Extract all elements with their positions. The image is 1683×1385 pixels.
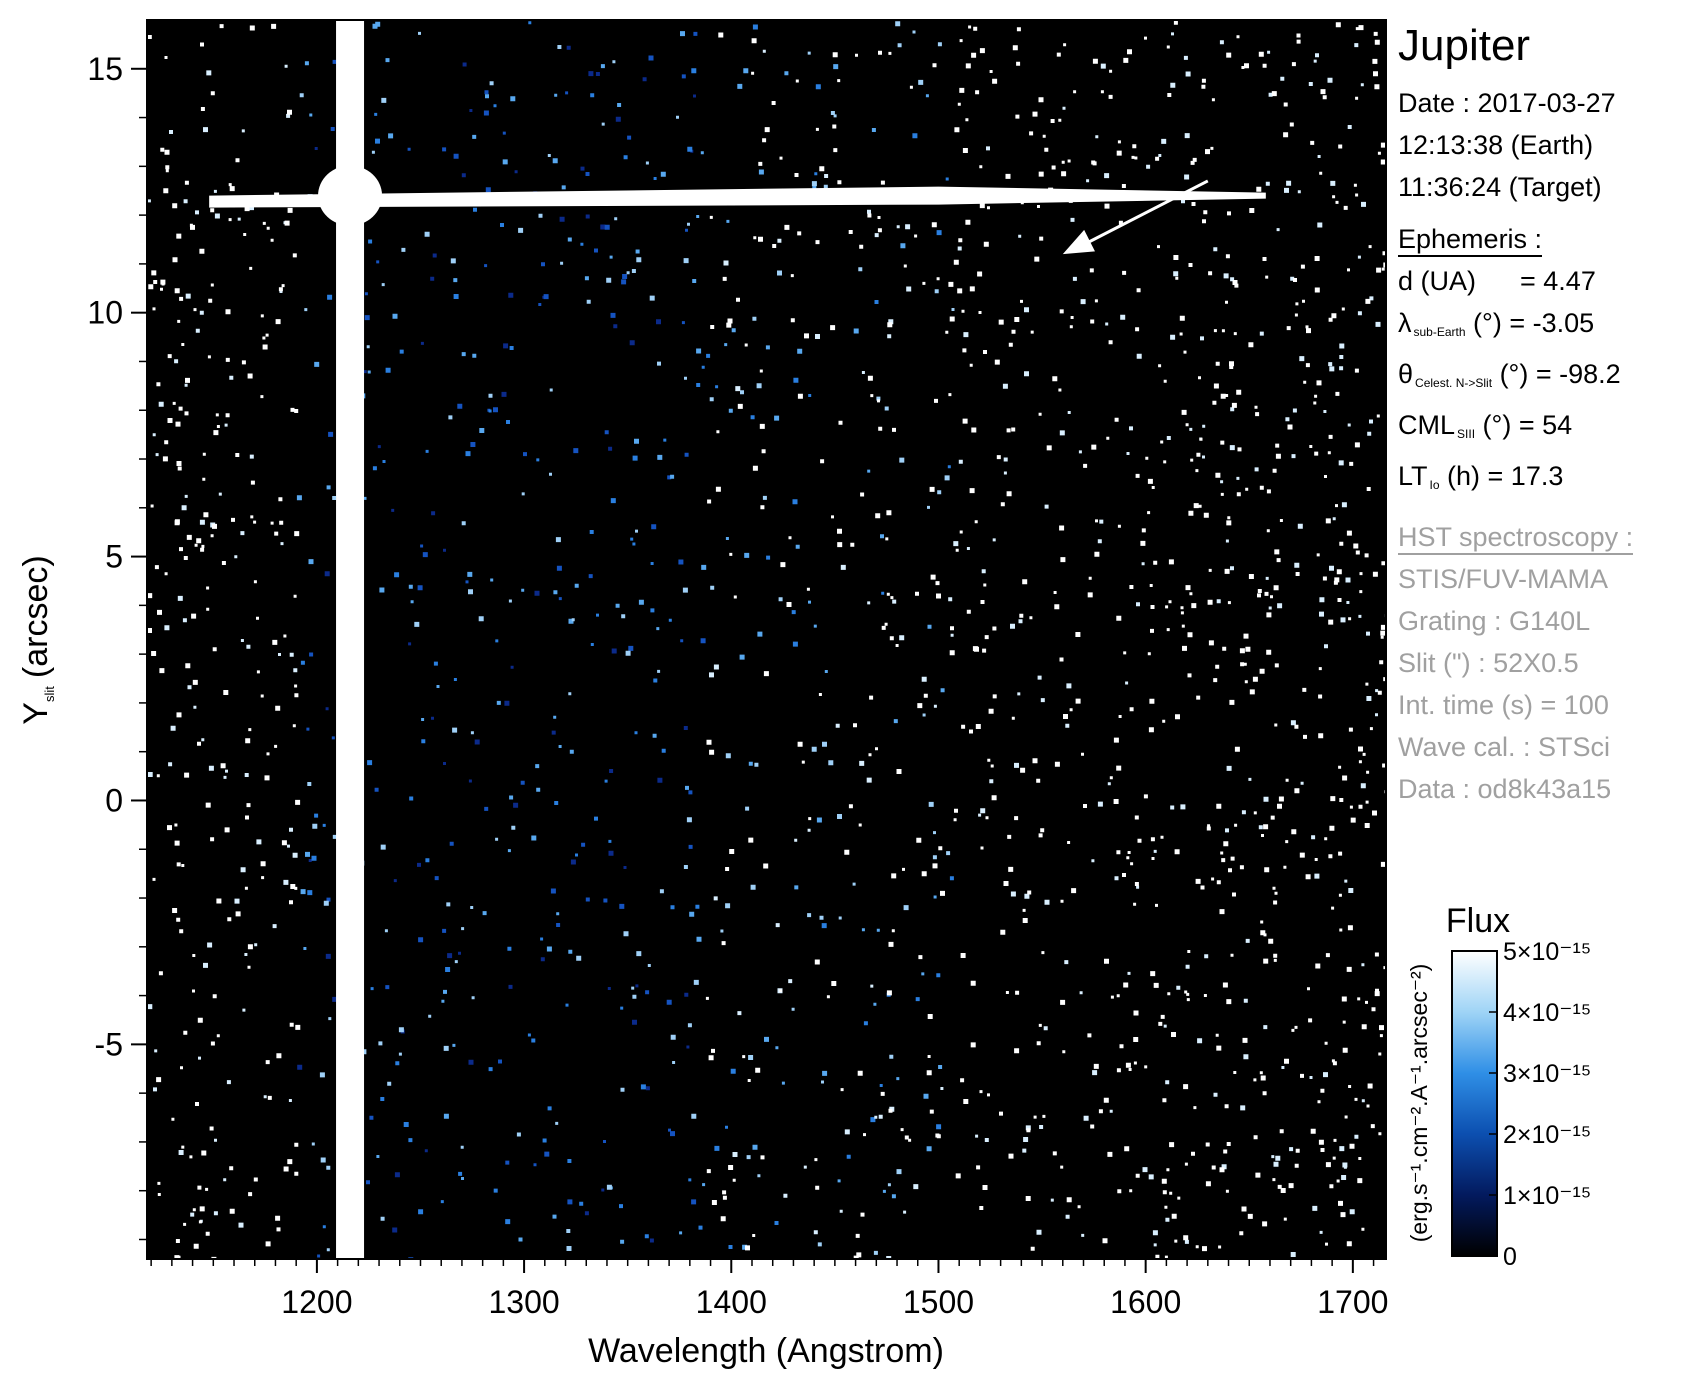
target-time: 11:36:24 (Target)	[1398, 172, 1602, 202]
y-axis-label-main: Y	[17, 702, 55, 725]
hst-title: HST spectroscopy :	[1398, 521, 1634, 555]
lt-row: LT Io (h) = 17.3	[1398, 455, 1683, 506]
data-id: Data : od8k43a15	[1398, 774, 1612, 804]
lambda-symbol: λ	[1398, 308, 1412, 338]
colorbar-unit-label: (erg.s⁻¹.cm⁻².A⁻¹.arcsec⁻²)	[1406, 964, 1432, 1243]
distance-value: = 4.47	[1520, 266, 1596, 296]
x-tick-label: 1600	[1110, 1284, 1181, 1320]
svg-text:Yslit(arcsec): Yslit (arcsec)	[17, 555, 57, 724]
theta-symbol: θ	[1398, 359, 1414, 389]
lt-symbol: LT	[1398, 461, 1428, 491]
cml-row: CML SIII (°) = 54	[1398, 404, 1683, 455]
lt-subscript: Io	[1429, 478, 1440, 492]
wave-calibration: Wave cal. : STSci	[1398, 732, 1611, 762]
emission-peak	[318, 165, 383, 226]
x-tick-label: 1200	[281, 1284, 352, 1320]
x-axis-label: Wavelength (Angstrom)	[588, 1332, 944, 1370]
emission-features	[209, 20, 1266, 1259]
slit-emission-row	[209, 186, 1266, 208]
colorbar-tick-label: 0	[1503, 1243, 1517, 1271]
cml-symbol: CML	[1398, 410, 1456, 440]
info-panel: Jupiter Date : 2017-03-27 12:13:38 (Eart…	[1398, 18, 1683, 810]
y-tick-label: 0	[105, 782, 123, 818]
plot-frame	[146, 19, 1387, 1260]
lyman-alpha-column	[336, 20, 365, 1259]
colorbar-title: Flux	[1446, 902, 1510, 940]
y-tick-label: -5	[95, 1026, 123, 1062]
x-tick-label: 1500	[903, 1284, 974, 1320]
distance-label: d (UA)	[1398, 266, 1477, 296]
lambda-subscript: sub-Earth	[1413, 325, 1466, 339]
y-axis-label: Yslit (arcsec)	[17, 555, 57, 724]
colorbar	[1451, 950, 1498, 1257]
x-tick-label: 1300	[488, 1284, 559, 1320]
grating: Grating : G140L	[1398, 606, 1591, 636]
target-title: Jupiter	[1398, 21, 1531, 70]
lambda-row: λ sub-Earth (°) = -3.05	[1398, 302, 1683, 353]
colorbar-tick-label: 4×10⁻¹⁵	[1503, 999, 1591, 1027]
colorbar-tick-label: 2×10⁻¹⁵	[1503, 1121, 1591, 1149]
colorbar-ticks: 0 1×10⁻¹⁵ 2×10⁻¹⁵ 3×10⁻¹⁵ 4×10⁻¹⁵ 5×10⁻¹⁵	[1489, 938, 1591, 1271]
integration-time: Int. time (s) = 100	[1398, 690, 1609, 720]
theta-subscript: Celest. N->Slit	[1415, 376, 1493, 390]
y-tick-label: 15	[87, 51, 123, 87]
x-axis: 1200 1300 1400 1500 1600 1700	[150, 1259, 1388, 1320]
cml-subscript: SIII	[1457, 427, 1476, 441]
theta-value: (°) = -98.2	[1492, 359, 1621, 389]
colorbar-tick-label: 5×10⁻¹⁵	[1503, 938, 1591, 966]
x-tick-label: 1700	[1317, 1284, 1388, 1320]
distance-row: d (UA) = 4.47	[1398, 260, 1683, 302]
y-axis-label-sub: slit	[42, 686, 57, 702]
x-tick-label: 1400	[696, 1284, 767, 1320]
arrow-head	[1062, 229, 1095, 255]
ephemeris-title: Ephemeris :	[1398, 223, 1543, 257]
y-axis: -5 0 5 10 15	[87, 51, 147, 1241]
y-axis-label-unit: (arcsec)	[17, 555, 55, 678]
arrow-shaft	[1080, 179, 1209, 248]
lambda-value: (°) = -3.05	[1465, 308, 1595, 338]
slit: Slit (") : 52X0.5	[1398, 648, 1579, 678]
y-tick-label: 5	[105, 539, 123, 575]
lt-value: (h) = 17.3	[1439, 461, 1564, 491]
instrument: STIS/FUV-MAMA	[1398, 564, 1609, 594]
date-line: Date : 2017-03-27	[1398, 88, 1616, 118]
colorbar-tick-label: 3×10⁻¹⁵	[1503, 1060, 1591, 1088]
theta-row: θ Celest. N->Slit (°) = -98.2	[1398, 353, 1683, 404]
cml-value: (°) = 54	[1475, 410, 1573, 440]
y-tick-label: 10	[87, 295, 123, 331]
earth-time: 12:13:38 (Earth)	[1398, 130, 1594, 160]
colorbar-tick-label: 1×10⁻¹⁵	[1503, 1182, 1591, 1210]
